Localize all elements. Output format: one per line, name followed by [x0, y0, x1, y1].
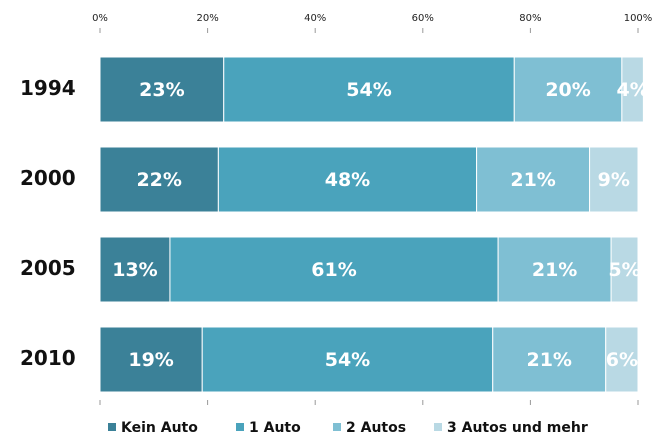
value-label: 21%: [526, 349, 571, 371]
bar-segment: [201, 326, 494, 393]
value-label: 22%: [136, 169, 181, 191]
value-label: 20%: [545, 79, 590, 101]
value-label: 13%: [112, 259, 157, 281]
value-label: 5%: [608, 259, 640, 281]
bar-segment: [99, 326, 203, 393]
value-label: 19%: [128, 349, 173, 371]
bar-segment: [99, 56, 225, 123]
category-label: 1994: [20, 76, 76, 100]
legend-swatch: [108, 423, 116, 431]
bar-segment: [513, 56, 623, 123]
bar-segment: [217, 146, 478, 213]
x-tick-label: 40%: [304, 13, 326, 24]
bar-segment: [99, 236, 171, 303]
bar-segment: [610, 236, 639, 303]
legend-label: 2 Autos: [346, 420, 406, 436]
value-label: 48%: [325, 169, 370, 191]
category-label: 2010: [20, 346, 76, 370]
value-label: 23%: [139, 79, 184, 101]
value-label: 61%: [311, 259, 356, 281]
bar-segment: [476, 146, 591, 213]
legend-swatch: [434, 423, 442, 431]
x-tick-label: 80%: [519, 13, 541, 24]
value-label: 54%: [325, 349, 370, 371]
x-tick-label: 60%: [412, 13, 434, 24]
category-label: 2000: [20, 166, 76, 190]
x-tick-label: 20%: [196, 13, 218, 24]
x-tick-label: 0%: [92, 13, 108, 24]
bar-segment: [589, 146, 639, 213]
value-label: 21%: [510, 169, 555, 191]
legend-label: 3 Autos und mehr: [447, 420, 588, 436]
bar-segment: [223, 56, 515, 123]
value-label: 6%: [606, 349, 638, 371]
x-tick-label: 100%: [624, 13, 653, 24]
bar-segment: [497, 236, 612, 303]
value-label: 4%: [616, 79, 648, 101]
bar-segment: [99, 146, 219, 213]
value-label: 54%: [346, 79, 391, 101]
legend-swatch: [333, 423, 341, 431]
value-label: 21%: [532, 259, 577, 281]
category-label: 2005: [20, 256, 76, 280]
legend-label: Kein Auto: [121, 420, 198, 436]
bar-segment: [605, 326, 639, 393]
legend-label: 1 Auto: [249, 420, 301, 436]
bar-segment: [169, 236, 499, 303]
bar-segment: [492, 326, 607, 393]
value-label: 9%: [598, 169, 630, 191]
legend-swatch: [236, 423, 244, 431]
bar-segment: [621, 56, 644, 123]
